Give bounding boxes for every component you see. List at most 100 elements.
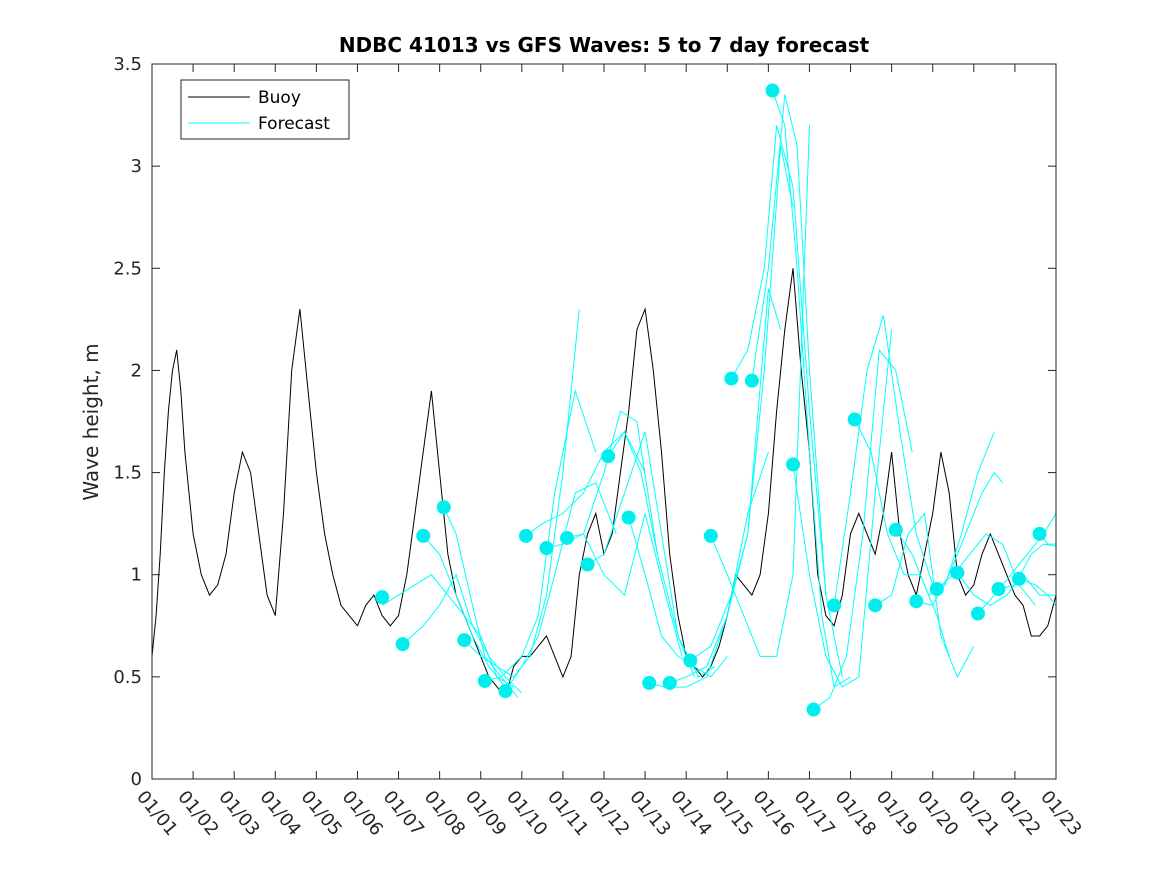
forecast-line [402, 573, 523, 694]
forecast-marker [477, 673, 492, 688]
forecast-line [546, 410, 658, 555]
forecast-marker [539, 541, 554, 556]
chart-title: NDBC 41013 vs GFS Waves: 5 to 7 day fore… [339, 33, 870, 57]
forecast-marker [416, 528, 431, 543]
forecast-marker [909, 594, 924, 609]
y-tick-label: 2.5 [113, 258, 142, 279]
forecast-marker [847, 412, 862, 427]
forecast-marker [683, 653, 698, 668]
forecast-marker [991, 582, 1006, 597]
y-axis-label: Wave height, m [79, 343, 103, 500]
plot-frame [151, 63, 1057, 780]
forecast-marker [621, 510, 636, 525]
legend-box [180, 79, 350, 140]
forecast-line [730, 125, 827, 596]
y-tick-label: 3.5 [113, 54, 142, 75]
forecast-marker [868, 598, 883, 613]
forecast-marker [662, 675, 677, 690]
forecast-line [751, 94, 843, 677]
x-tick-label: 01/21 [954, 787, 1003, 840]
forecast-line [895, 431, 995, 596]
forecast-line [504, 482, 617, 692]
forecast-marker [888, 522, 903, 537]
legend-buoy-label: Buoy [258, 88, 301, 108]
forecast-line [792, 329, 893, 688]
forecast-marker [724, 371, 739, 386]
x-tick-label: 01/02 [173, 787, 222, 840]
y-tick-label: 1.5 [113, 463, 142, 484]
x-tick-label: 01/04 [255, 787, 304, 840]
forecast-marker [375, 590, 390, 605]
forecast-marker [642, 675, 657, 690]
forecast-marker [560, 530, 575, 545]
x-tick-label: 01/09 [461, 787, 510, 840]
forecast-line [443, 507, 519, 698]
plot-area [152, 64, 1056, 779]
forecast-marker [1012, 571, 1027, 586]
legend-forecast-label: Forecast [258, 114, 330, 134]
forecast-marker [1032, 526, 1047, 541]
forecast-line [710, 125, 810, 657]
forecast-line [422, 535, 506, 688]
buoy-series-layer [151, 268, 1057, 699]
forecast-marker [395, 637, 410, 652]
x-tick-label: 01/01 [132, 787, 181, 840]
x-tick-label: 01/05 [297, 787, 346, 840]
x-tick-label: 01/14 [666, 787, 715, 840]
forecast-line [854, 419, 950, 657]
forecast-line [998, 543, 1057, 590]
forecast-line [916, 471, 1003, 606]
forecast-line [956, 572, 1056, 606]
forecast-line [566, 513, 683, 657]
forecast-marker [498, 684, 513, 699]
forecast-marker [929, 582, 944, 597]
forecast-marker [457, 633, 472, 648]
forecast-marker [765, 83, 780, 98]
forecast-line [690, 145, 794, 661]
forecast-marker [827, 598, 842, 613]
y-tick-label: 2 [131, 360, 142, 381]
forecast-marker [970, 606, 985, 621]
x-tick-label: 01/16 [749, 787, 798, 840]
forecast-marker [518, 528, 533, 543]
x-tick-label: 01/18 [831, 787, 880, 840]
legend: Buoy Forecast [180, 79, 350, 140]
x-tick-label: 01/15 [707, 787, 756, 840]
forecast-series-layer [381, 90, 1057, 710]
forecast-marker [950, 565, 965, 580]
forecast-marker [744, 373, 759, 388]
y-tick-label: 3 [131, 156, 142, 177]
x-tick-label: 01/23 [1036, 787, 1085, 840]
x-tick-label: 01/10 [502, 787, 551, 840]
x-tick-labels: 01/0101/0201/0301/0401/0501/0601/0701/08… [132, 787, 1085, 840]
y-tick-label: 0.5 [113, 667, 142, 688]
forecast-line [833, 315, 934, 606]
forecast-line [607, 430, 716, 678]
x-tick-label: 01/08 [420, 787, 469, 840]
x-tick-label: 01/03 [214, 787, 263, 840]
x-tick-label: 01/06 [338, 787, 387, 840]
x-tick-label: 01/13 [625, 787, 674, 840]
forecast-line [669, 288, 782, 684]
x-tick-label: 01/19 [872, 787, 921, 840]
forecast-marker [806, 702, 821, 717]
forecast-marker [786, 457, 801, 472]
y-tick-label: 0 [131, 769, 142, 790]
forecast-line [977, 513, 1057, 614]
forecast-line [874, 512, 975, 679]
x-tick-label: 01/11 [543, 787, 592, 840]
forecast-marker [601, 449, 616, 464]
x-tick-label: 01/07 [379, 787, 428, 840]
forecast-marker [436, 500, 451, 515]
forecast-marker [580, 557, 595, 572]
y-tick-labels: 0 0.5 1 1.5 2 2.5 3 3.5 [113, 54, 142, 790]
forecast-line [813, 348, 913, 710]
buoy-line [151, 268, 1057, 699]
x-tick-label: 01/12 [584, 787, 633, 840]
forecast-marker [703, 528, 718, 543]
y-tick-label: 1 [131, 565, 142, 586]
forecast-line [484, 388, 597, 682]
forecast-line [628, 517, 728, 678]
x-tick-label: 01/17 [790, 787, 839, 840]
